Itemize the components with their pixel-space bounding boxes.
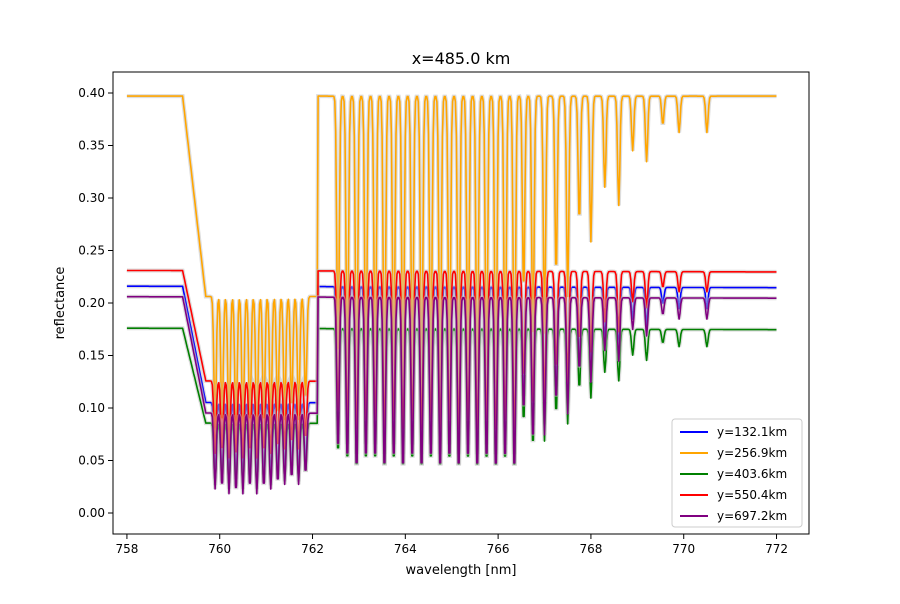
x-tick-label: 758 [115,542,138,556]
y-tick-label: 0.15 [78,349,105,363]
y-tick-label: 0.40 [78,86,105,100]
legend-label: y=132.1km [717,425,787,439]
y-tick-label: 0.10 [78,401,105,415]
x-tick-label: 768 [579,542,602,556]
legend-label: y=256.9km [717,446,787,460]
x-tick-label: 766 [487,542,510,556]
y-axis-label: reflectance [53,267,68,340]
series-line [126,295,777,495]
x-tick-label: 772 [765,542,788,556]
y-tick-label: 0.30 [78,191,105,205]
x-tick-label: 760 [208,542,231,556]
legend-label: y=403.6km [717,467,787,481]
x-tick-label: 764 [394,542,417,556]
y-tick-label: 0.25 [78,244,105,258]
legend-label: y=697.2km [717,509,787,523]
x-tick-label: 762 [301,542,324,556]
chart-title: x=485.0 km [412,49,511,68]
x-tick-label: 770 [672,542,695,556]
y-tick-label: 0.20 [78,296,105,310]
legend-box [671,418,803,528]
x-axis-label: wavelength [nm] [406,563,517,578]
y-tick-label: 0.05 [78,454,105,468]
series-group [126,94,777,495]
y-tick-label: 0.00 [78,506,105,520]
legend: y=132.1km y=256.9km y=403.6km y=550.4km y=69… [671,418,803,528]
y-axis-ticks: 0.00 0.05 0.10 0.15 0.20 0.25 0.30 0.35 0.40 [78,86,113,520]
legend-label: y=550.4km [717,488,787,502]
x-axis-ticks: 758 760 762 764 766 768 770 772 [115,534,788,556]
y-tick-label: 0.35 [78,139,105,153]
